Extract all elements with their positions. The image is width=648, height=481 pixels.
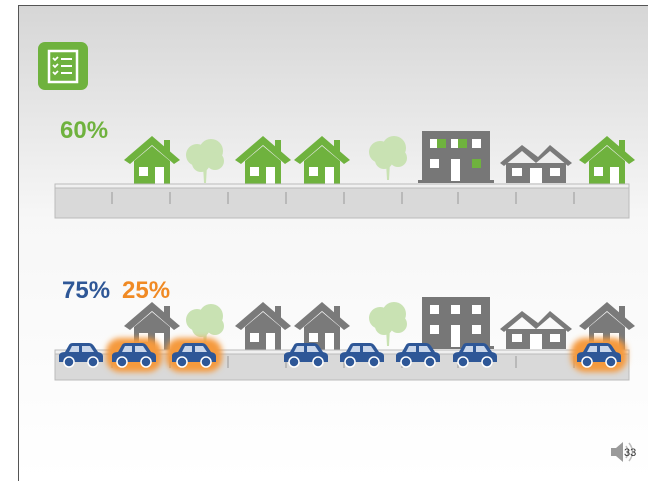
slide-number: 33 xyxy=(624,447,636,459)
checklist-icon xyxy=(38,42,88,90)
slide-background xyxy=(18,5,648,481)
row2-percent: 75% xyxy=(62,277,110,304)
page: {"row1": {"label": "60%"}, "row2": {"lab… xyxy=(0,0,648,481)
row1-road xyxy=(55,184,629,218)
building xyxy=(418,297,494,349)
row2-percent: 25% xyxy=(122,277,170,304)
slide: 60% 75% 25% xyxy=(0,0,648,481)
row1-percent: 60% xyxy=(60,117,108,144)
building xyxy=(418,131,494,183)
